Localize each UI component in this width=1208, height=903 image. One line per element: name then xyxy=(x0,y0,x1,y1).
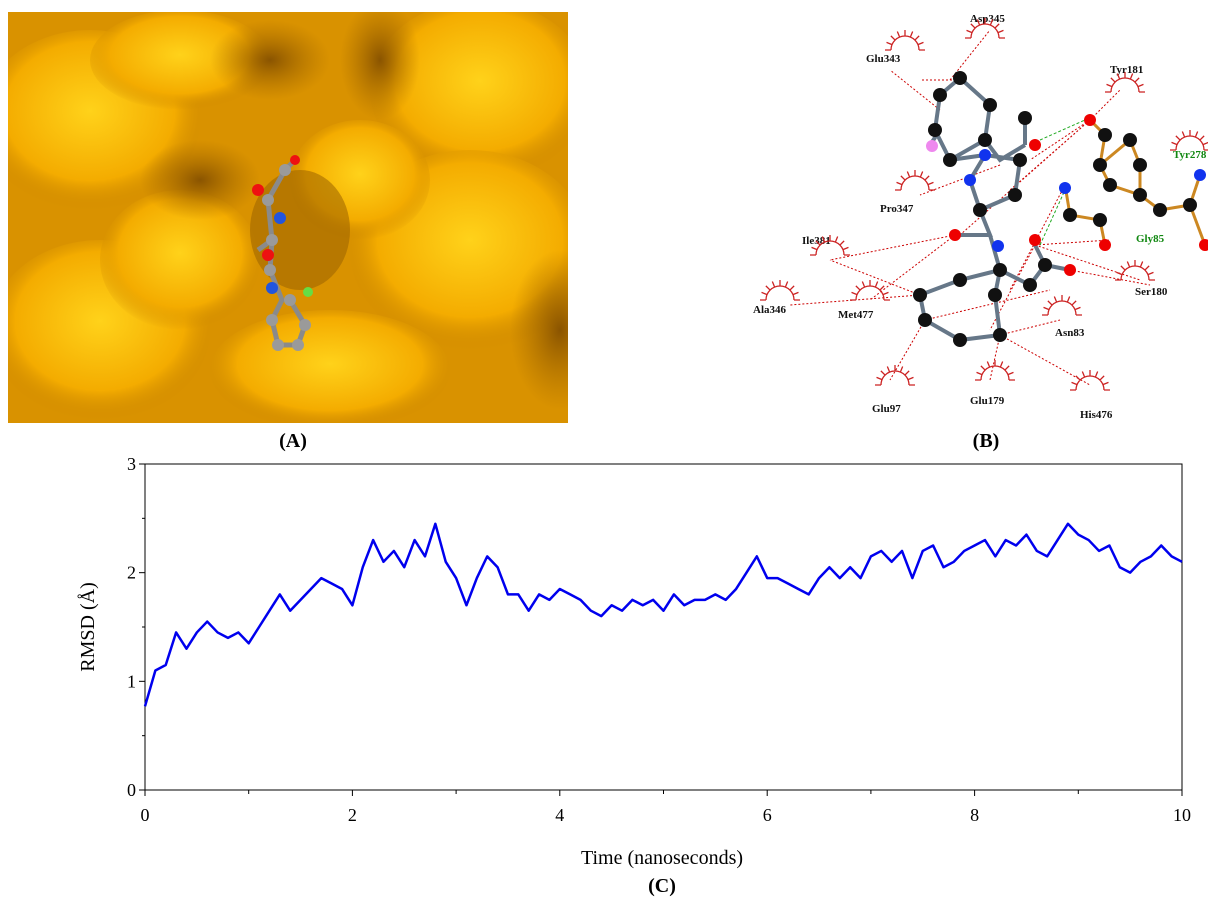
panel-label: (B) xyxy=(973,430,1000,452)
residue-contact xyxy=(1115,260,1155,280)
y-tick-label: 1 xyxy=(127,671,136,691)
residue-label: Gly85 xyxy=(1136,233,1165,245)
residue-label: His476 xyxy=(1080,409,1113,421)
residue-contact xyxy=(895,170,935,190)
residue-label: Glu179 xyxy=(970,395,1005,407)
residue-label: Met477 xyxy=(838,309,874,321)
residue-contact xyxy=(1070,370,1110,390)
data-line xyxy=(145,524,1182,707)
residue-label: Ala346 xyxy=(753,304,787,316)
figure: Asp345 Glu343 Tyr181 Tyr278 Pro347 Gly85… xyxy=(0,0,1208,903)
x-tick-label: 8 xyxy=(970,805,979,825)
x-tick-label: 0 xyxy=(141,805,150,825)
panel-label: (A) xyxy=(279,430,307,452)
residue-contact xyxy=(885,30,925,50)
y-tick-label: 3 xyxy=(127,454,136,474)
x-tick-label: 2 xyxy=(348,805,357,825)
residue-contact xyxy=(1042,295,1082,315)
x-tick-label: 10 xyxy=(1173,805,1191,825)
x-axis-label: Time (nanoseconds) xyxy=(581,847,743,869)
interaction-diagram: Asp345 Glu343 Tyr181 Tyr278 Pro347 Gly85… xyxy=(753,13,1208,421)
residue-label: Glu97 xyxy=(872,403,901,415)
plot-frame xyxy=(145,464,1182,790)
residue-label: Tyr181 xyxy=(1110,64,1143,76)
residue-label: Glu343 xyxy=(866,53,901,65)
x-tick-label: 6 xyxy=(763,805,772,825)
residue-contact xyxy=(975,360,1015,380)
surface-image xyxy=(0,0,610,430)
residue-label: Ser180 xyxy=(1135,286,1168,298)
residue-contact xyxy=(850,280,890,300)
y-axis-label: RMSD (Å) xyxy=(77,582,99,671)
panel-label: (C) xyxy=(648,875,676,897)
x-tick-label: 4 xyxy=(555,805,564,825)
residue-label: Pro347 xyxy=(880,203,914,215)
residue-label: Tyr278 xyxy=(1173,149,1207,161)
residue-label: Asp345 xyxy=(970,13,1005,25)
y-tick-label: 0 xyxy=(127,780,136,800)
residue-contact xyxy=(875,365,915,385)
y-tick-label: 2 xyxy=(127,563,136,583)
residue-label: Asn83 xyxy=(1055,327,1085,339)
residue-contact xyxy=(1170,130,1208,150)
residue-contact xyxy=(760,280,800,300)
